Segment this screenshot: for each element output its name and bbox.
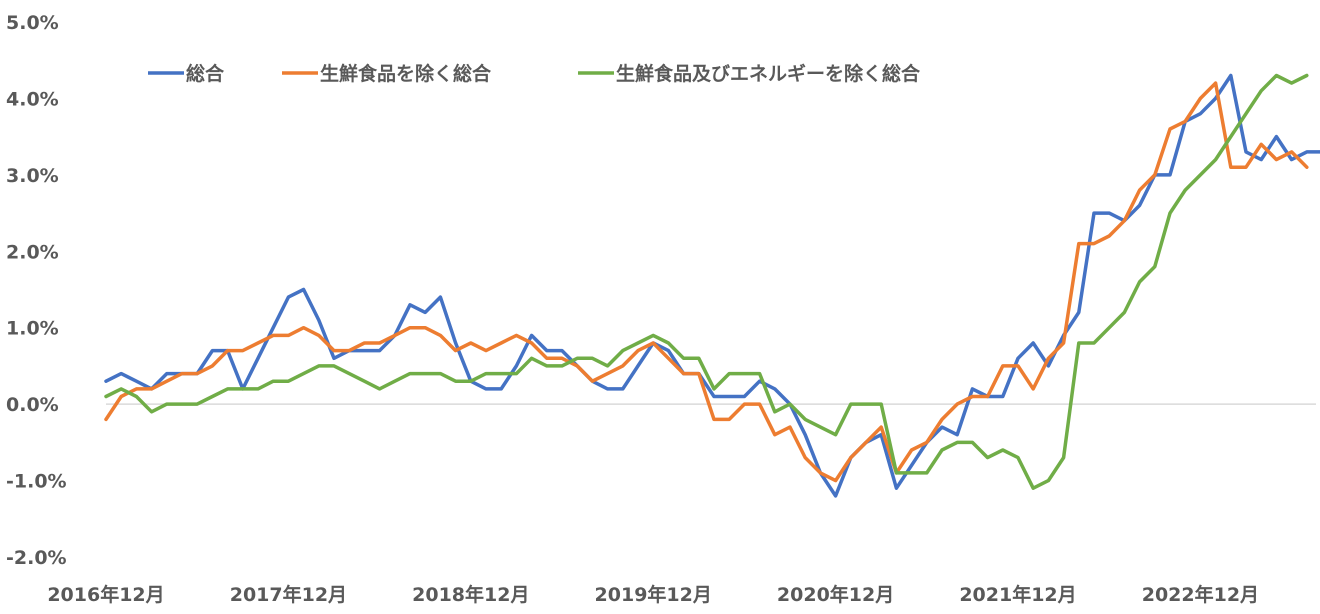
- series-line-2: [104, 81, 1309, 483]
- y-tick-label: 2.0%: [6, 241, 59, 263]
- x-tick-label: 2018年12月: [412, 583, 529, 606]
- x-axis-ticks: 2016年12月 2017年12月 2018年12月 2019年12月 2020年12月…: [47, 583, 1259, 606]
- x-tick-label: 2020年12月: [777, 583, 894, 606]
- x-tick-label: 2019年12月: [595, 583, 712, 606]
- legend: 総合 生鮮食品を除く総合 生鮮食品及びエネルギーを除く総合: [148, 62, 921, 85]
- legend-label-1: 総合: [186, 62, 225, 85]
- series-lines: [104, 73, 1320, 498]
- y-tick-label: 1.0%: [6, 318, 59, 340]
- y-tick-label: 0.0%: [6, 394, 59, 416]
- y-tick-label: 5.0%: [6, 12, 59, 34]
- y-axis-ticks: 5.0% 4.0% 3.0% 2.0% 1.0% 0.0% -1.0% -2.0%: [6, 12, 67, 569]
- legend-label-3: 生鮮食品及びエネルギーを除く総合: [616, 62, 921, 85]
- x-tick-label: 2022年12月: [1142, 583, 1259, 606]
- y-tick-label: 3.0%: [6, 165, 59, 187]
- legend-label-2: 生鮮食品を除く総合: [320, 62, 492, 85]
- x-tick-label: 2017年12月: [230, 583, 347, 606]
- x-tick-label: 2021年12月: [959, 583, 1076, 606]
- x-tick-label: 2016年12月: [47, 583, 164, 606]
- y-tick-label: -2.0%: [6, 547, 67, 569]
- series-line-1: [104, 73, 1320, 498]
- series-line-3: [104, 73, 1309, 490]
- y-tick-label: 4.0%: [6, 88, 59, 110]
- y-tick-label: -1.0%: [6, 471, 67, 493]
